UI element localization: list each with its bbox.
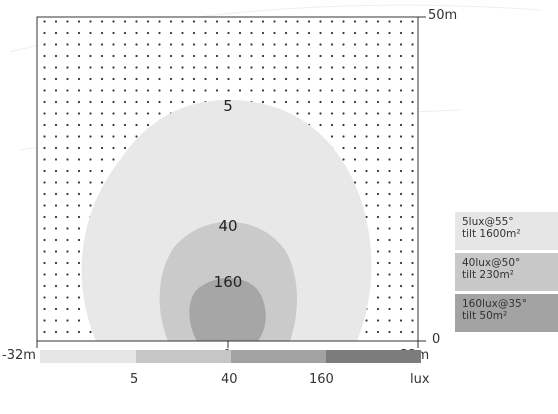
contour-label-5: 5 <box>223 97 233 115</box>
y-axis-bottom-label: 0 <box>432 332 441 347</box>
legend-line-1: 40lux@50° <box>462 257 521 269</box>
legend-line-1: 5lux@55° <box>462 216 514 228</box>
contour-5lux <box>81 100 372 341</box>
scale-label-160: 160 <box>309 372 334 387</box>
legend-line-2: tilt 50m² <box>462 310 508 322</box>
scale-label-40: 40 <box>221 372 238 387</box>
x-axis-left-label: -32m <box>2 348 36 363</box>
scale-segment-4 <box>326 350 421 363</box>
scale-label-5: 5 <box>130 372 139 387</box>
contour-label-160: 160 <box>214 273 243 291</box>
legend-card-5lux: 5lux@55° tilt 1600m² <box>455 212 558 250</box>
legend-line-2: tilt 230m² <box>462 269 514 281</box>
legend-card-40lux: 40lux@50° tilt 230m² <box>455 253 558 291</box>
scale-label-unit: lux <box>410 372 430 387</box>
legend-line-2: tilt 1600m² <box>462 228 521 240</box>
scale-segment-1 <box>40 350 136 363</box>
scale-segment-2 <box>136 350 231 363</box>
contour-160lux <box>189 278 266 341</box>
scale-segment-3 <box>231 350 326 363</box>
legend-line-1: 160lux@35° <box>462 298 527 310</box>
legend-card-160lux: 160lux@35° tilt 50m² <box>455 294 558 332</box>
contour-label-40: 40 <box>218 217 237 235</box>
y-axis-top-label: 50m <box>428 8 458 23</box>
